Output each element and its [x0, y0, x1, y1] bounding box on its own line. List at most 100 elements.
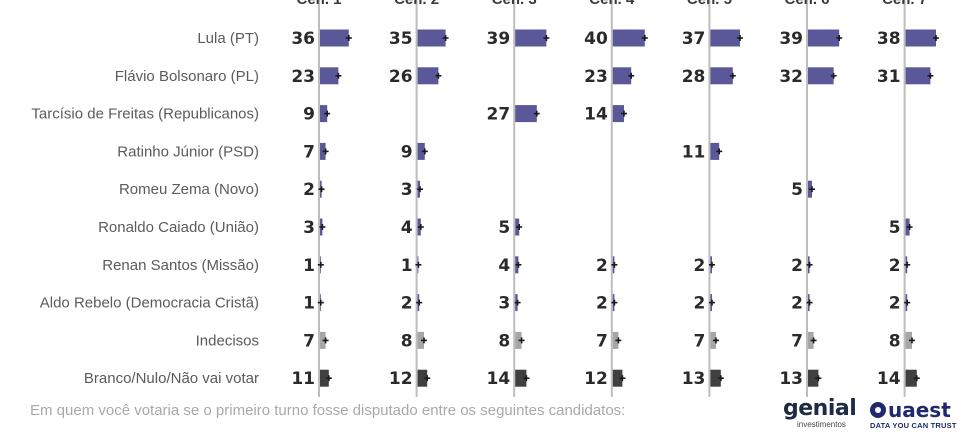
- category-label: Aldo Rebelo (Democracia Cristã): [40, 295, 259, 312]
- data-label: 5: [889, 218, 901, 238]
- quaest-logo-tagline: DATA YOU CAN TRUST: [870, 421, 957, 430]
- bar: [612, 67, 632, 85]
- bar: [515, 331, 522, 349]
- bar: [905, 29, 936, 47]
- bar: [515, 105, 537, 123]
- category-label: Branco/Nulo/Não vai votar: [84, 370, 259, 387]
- chart-footnote: Em quem você votaria se o primeiro turno…: [30, 402, 626, 419]
- data-label: 2: [303, 180, 315, 200]
- data-label: 32: [779, 67, 803, 87]
- data-label: 8: [498, 331, 510, 351]
- bar: [515, 29, 547, 47]
- data-label: 40: [584, 29, 608, 49]
- data-label: 3: [303, 218, 315, 238]
- data-label: 8: [401, 331, 413, 351]
- data-label: 2: [596, 294, 608, 314]
- genial-logo-wordmark: genial: [783, 396, 857, 421]
- data-label: 7: [596, 331, 608, 351]
- data-label: 14: [584, 105, 608, 125]
- bar: [515, 369, 527, 387]
- bar: [417, 331, 424, 349]
- data-label: 31: [877, 67, 901, 87]
- data-label: 4: [498, 256, 510, 276]
- data-label: 5: [498, 218, 510, 238]
- data-label: 3: [498, 294, 510, 314]
- data-label: 2: [694, 256, 706, 276]
- bar: [612, 369, 623, 387]
- bar: [808, 369, 819, 387]
- bar: [905, 67, 931, 85]
- data-label: 39: [487, 29, 511, 49]
- bar: [320, 369, 329, 387]
- data-label: 1: [303, 294, 315, 314]
- data-label: 2: [596, 256, 608, 276]
- data-label: 13: [779, 369, 803, 389]
- data-label: 38: [877, 29, 901, 49]
- scenario-label: Cen. 1: [296, 0, 341, 8]
- scenario-label: Cen. 3: [492, 0, 537, 8]
- bar: [905, 331, 912, 349]
- quaest-q-icon: [870, 402, 886, 418]
- data-label: 2: [401, 294, 413, 314]
- data-label: 9: [401, 142, 413, 162]
- data-label: 23: [584, 67, 608, 87]
- data-label: 4: [401, 218, 413, 238]
- bar: [320, 105, 328, 123]
- scenario-label: Cen. 5: [687, 0, 732, 8]
- data-label: 2: [889, 294, 901, 314]
- category-label: Ronaldo Caiado (União): [98, 219, 259, 236]
- data-label: 7: [791, 331, 803, 351]
- data-label: 2: [694, 294, 706, 314]
- scenario-label: Cen. 2: [394, 0, 439, 8]
- bar: [417, 67, 439, 85]
- bar: [612, 29, 645, 47]
- bar: [905, 369, 917, 387]
- bar: [808, 29, 840, 47]
- scenario-label: Cen. 6: [784, 0, 829, 8]
- category-label: Ratinho Júnior (PSD): [117, 143, 259, 160]
- data-label: 13: [682, 369, 706, 389]
- genial-logo-subtitle: investimentos: [797, 420, 846, 429]
- bar: [710, 29, 740, 47]
- vote-intention-chart: Lula (PT) Flávio Bolsonaro (PL) Tarcísio d…: [31, 0, 939, 397]
- quaest-logo: uaest DATA YOU CAN TRUST: [870, 399, 966, 435]
- category-label: Flávio Bolsonaro (PL): [115, 68, 259, 85]
- data-label: 3: [401, 180, 413, 200]
- data-label: 2: [791, 294, 803, 314]
- data-label: 2: [889, 256, 901, 276]
- data-label: 12: [389, 369, 413, 389]
- category-label: Renan Santos (Missão): [102, 257, 259, 274]
- data-label: 14: [877, 369, 901, 389]
- data-label: 39: [779, 29, 803, 49]
- data-label: 1: [401, 256, 413, 276]
- data-label: 36: [291, 29, 315, 49]
- data-label: 28: [682, 67, 706, 87]
- data-label: 11: [291, 369, 315, 389]
- bar: [417, 29, 446, 47]
- data-label: 26: [389, 67, 413, 87]
- bar: [710, 142, 720, 160]
- data-label: 23: [291, 67, 315, 87]
- data-label: 12: [584, 369, 608, 389]
- category-label: Romeu Zema (Novo): [119, 181, 259, 198]
- bar: [808, 67, 834, 85]
- data-label: 7: [694, 331, 706, 351]
- data-label: 35: [389, 29, 413, 49]
- bar: [710, 369, 721, 387]
- data-label: 14: [487, 369, 511, 389]
- data-label: 9: [303, 105, 315, 125]
- scenario-label: Cen. 7: [882, 0, 927, 8]
- bar: [612, 105, 624, 123]
- quaest-logo-wordmark: uaest: [888, 398, 951, 422]
- category-label: Indecisos: [196, 332, 259, 349]
- data-label: 7: [303, 331, 315, 351]
- data-label: 5: [791, 180, 803, 200]
- category-label: Lula (PT): [197, 30, 259, 47]
- genial-investimentos-logo: genial investimentos: [783, 398, 863, 434]
- category-label: Tarcísio de Freitas (Republicanos): [31, 106, 259, 123]
- data-label: 2: [791, 256, 803, 276]
- data-label: 11: [682, 142, 706, 162]
- bar: [320, 67, 339, 85]
- data-label: 7: [303, 142, 315, 162]
- bar: [710, 67, 733, 85]
